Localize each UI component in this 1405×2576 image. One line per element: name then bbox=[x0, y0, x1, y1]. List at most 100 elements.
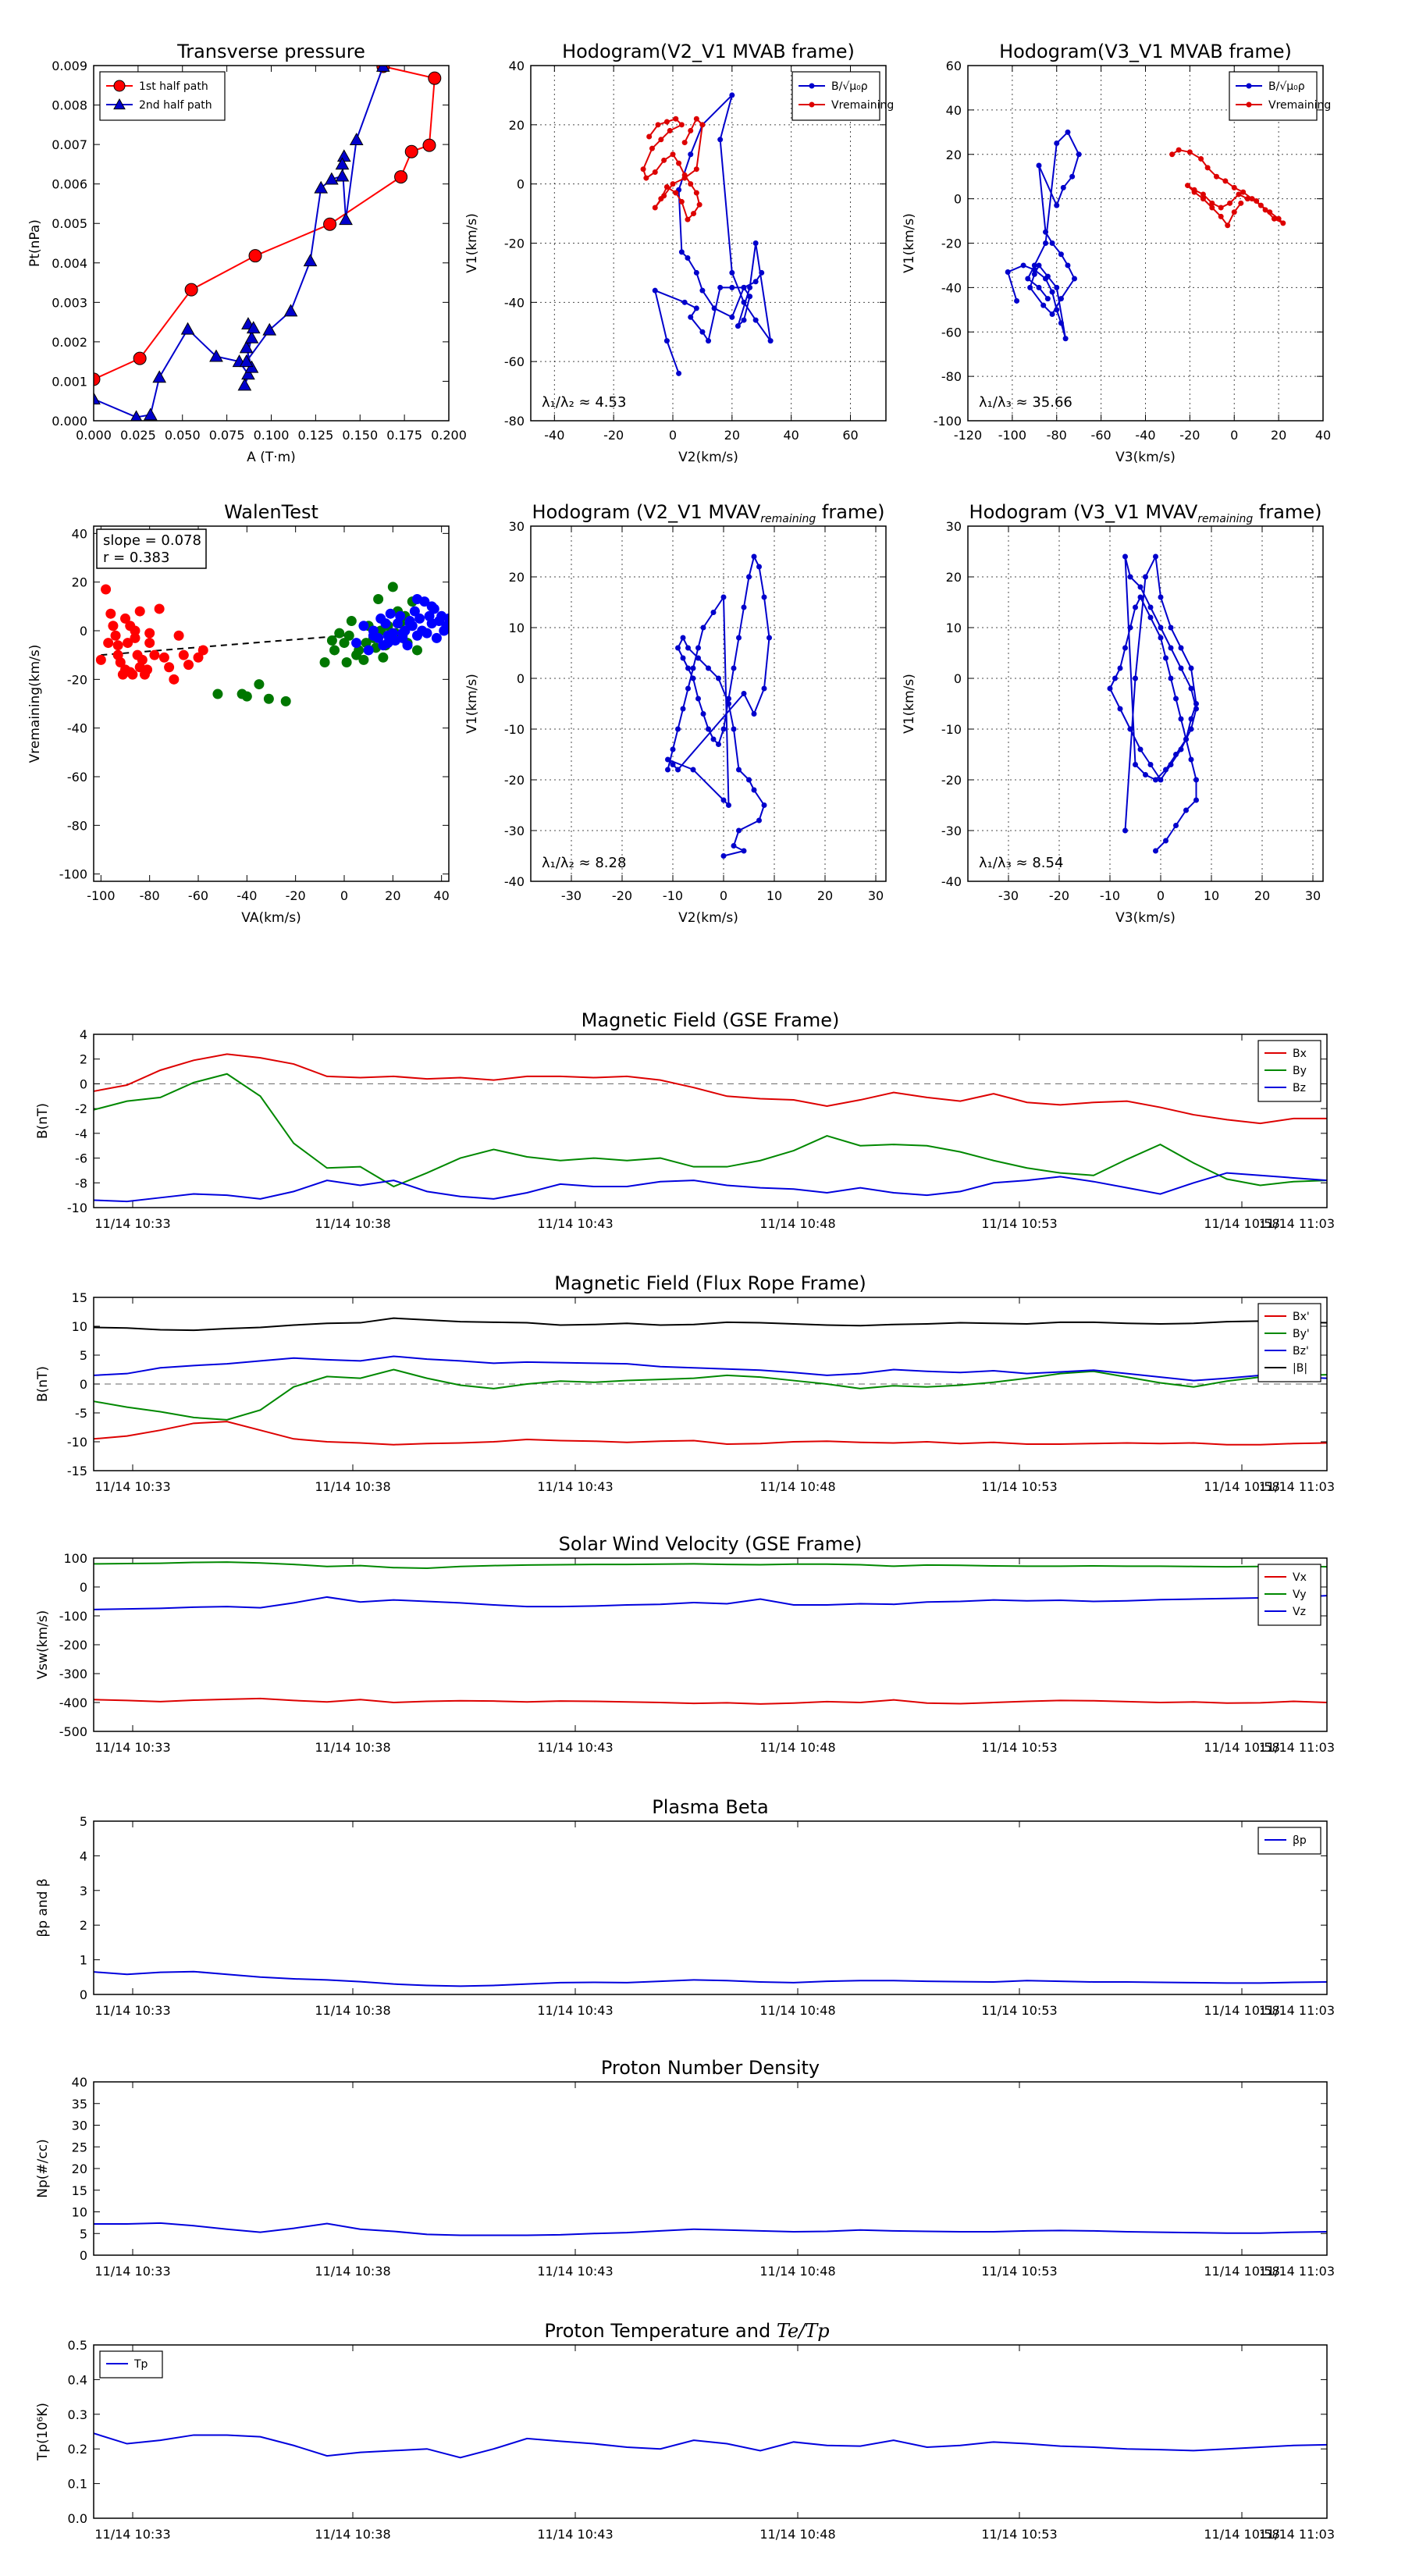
data-point bbox=[720, 594, 727, 600]
data-point bbox=[414, 613, 425, 624]
data-point bbox=[335, 157, 350, 170]
data-point bbox=[1186, 149, 1193, 155]
data-point bbox=[329, 645, 340, 656]
data-point bbox=[1225, 222, 1231, 229]
y-tick-label: 0.005 bbox=[52, 216, 87, 231]
data-point bbox=[95, 654, 106, 665]
data-point bbox=[1049, 311, 1055, 317]
x-tick-label: 11/14 11:03 bbox=[1259, 1216, 1335, 1231]
data-point bbox=[1020, 262, 1026, 269]
y-tick-label: 15 bbox=[72, 1290, 87, 1305]
series-line-1st half path bbox=[94, 66, 436, 380]
data-point bbox=[178, 649, 189, 660]
data-point bbox=[411, 645, 422, 656]
x-tick-label: 0 bbox=[720, 888, 727, 903]
data-point bbox=[720, 797, 727, 803]
data-point bbox=[675, 726, 681, 732]
data-point bbox=[752, 240, 759, 246]
data-point bbox=[1062, 336, 1069, 342]
x-tick-label: 11/14 10:53 bbox=[981, 1216, 1057, 1231]
data-point bbox=[751, 711, 757, 717]
plot-frame bbox=[93, 525, 450, 882]
y-tick-label: -80 bbox=[941, 369, 962, 384]
data-point bbox=[1218, 213, 1224, 219]
data-point bbox=[731, 726, 737, 732]
series-line-Vz bbox=[93, 1595, 1328, 1610]
chart-title: Plasma Beta bbox=[652, 1796, 768, 1818]
data-point bbox=[736, 767, 742, 773]
data-point bbox=[695, 696, 701, 702]
y-tick-label: 10 bbox=[946, 621, 962, 635]
y-tick-label: 0 bbox=[954, 192, 962, 207]
y-tick-label: 0.009 bbox=[52, 59, 87, 73]
data-point bbox=[394, 170, 408, 184]
legend-marker bbox=[809, 83, 815, 89]
data-point bbox=[1209, 205, 1215, 211]
data-point bbox=[1173, 696, 1179, 702]
legend-label: Vx bbox=[1293, 1571, 1307, 1584]
legend-label: Bx' bbox=[1293, 1311, 1310, 1323]
data-point bbox=[1147, 604, 1154, 610]
series-line-Vy bbox=[93, 1561, 1328, 1569]
data-point bbox=[349, 133, 364, 145]
data-point bbox=[685, 216, 691, 222]
data-point bbox=[652, 287, 658, 294]
data-point bbox=[1191, 189, 1197, 195]
data-point bbox=[1044, 296, 1051, 302]
y-tick-label: -80 bbox=[504, 414, 525, 429]
data-point bbox=[685, 665, 691, 671]
data-point bbox=[1240, 189, 1247, 195]
data-point bbox=[125, 621, 136, 632]
data-point bbox=[1188, 665, 1194, 671]
y-tick-label: 30 bbox=[509, 519, 525, 534]
data-point bbox=[1200, 196, 1206, 202]
x-tick-label: 11/14 10:33 bbox=[94, 2264, 170, 2279]
data-point bbox=[691, 211, 697, 217]
data-point bbox=[761, 802, 767, 808]
y-tick-label: 40 bbox=[946, 103, 962, 118]
data-point bbox=[130, 632, 140, 643]
data-point bbox=[665, 767, 670, 773]
x-tick-label: 11/14 10:58 bbox=[1204, 2003, 1279, 2018]
y-tick-label: -60 bbox=[504, 354, 525, 369]
data-point bbox=[1147, 762, 1154, 767]
data-point bbox=[363, 645, 374, 656]
data-point bbox=[695, 655, 701, 661]
fit-line bbox=[101, 635, 345, 656]
data-point bbox=[731, 665, 737, 671]
y-tick-label: 0.5 bbox=[68, 2338, 87, 2353]
data-point bbox=[1143, 772, 1148, 777]
y-axis-label: Vremaining(km/s) bbox=[27, 645, 43, 763]
data-point bbox=[397, 628, 408, 639]
x-tick-label: 11/14 10:58 bbox=[1204, 1740, 1279, 1755]
data-point bbox=[319, 657, 330, 668]
legend-label: Bx bbox=[1293, 1048, 1307, 1060]
data-point bbox=[729, 284, 735, 290]
x-tick-label: 30 bbox=[1305, 888, 1321, 903]
x-tick-label: -20 bbox=[286, 888, 306, 903]
data-point bbox=[655, 122, 661, 128]
legend-marker bbox=[1246, 83, 1252, 89]
data-point bbox=[325, 172, 339, 185]
x-tick-label: -20 bbox=[1049, 888, 1069, 903]
data-point bbox=[717, 284, 724, 290]
data-point bbox=[144, 638, 155, 649]
data-point bbox=[346, 616, 357, 627]
plot-frame bbox=[93, 1034, 1328, 1208]
x-tick-label: -10 bbox=[1100, 888, 1120, 903]
data-point bbox=[143, 407, 158, 421]
data-point bbox=[1036, 262, 1042, 269]
y-tick-label: 0 bbox=[80, 1076, 87, 1091]
x-axis-label: V3(km/s) bbox=[1115, 910, 1176, 926]
plot-frame bbox=[530, 65, 887, 422]
data-point bbox=[685, 645, 691, 651]
data-point bbox=[1280, 220, 1286, 226]
y-tick-label: 25 bbox=[72, 2140, 87, 2154]
data-point bbox=[693, 166, 699, 173]
data-point bbox=[1127, 574, 1133, 580]
legend-marker bbox=[1246, 101, 1252, 108]
y-tick-label: 0 bbox=[954, 671, 962, 686]
data-point bbox=[154, 603, 165, 614]
y-tick-label: 0.004 bbox=[52, 256, 87, 271]
data-point bbox=[670, 151, 676, 158]
